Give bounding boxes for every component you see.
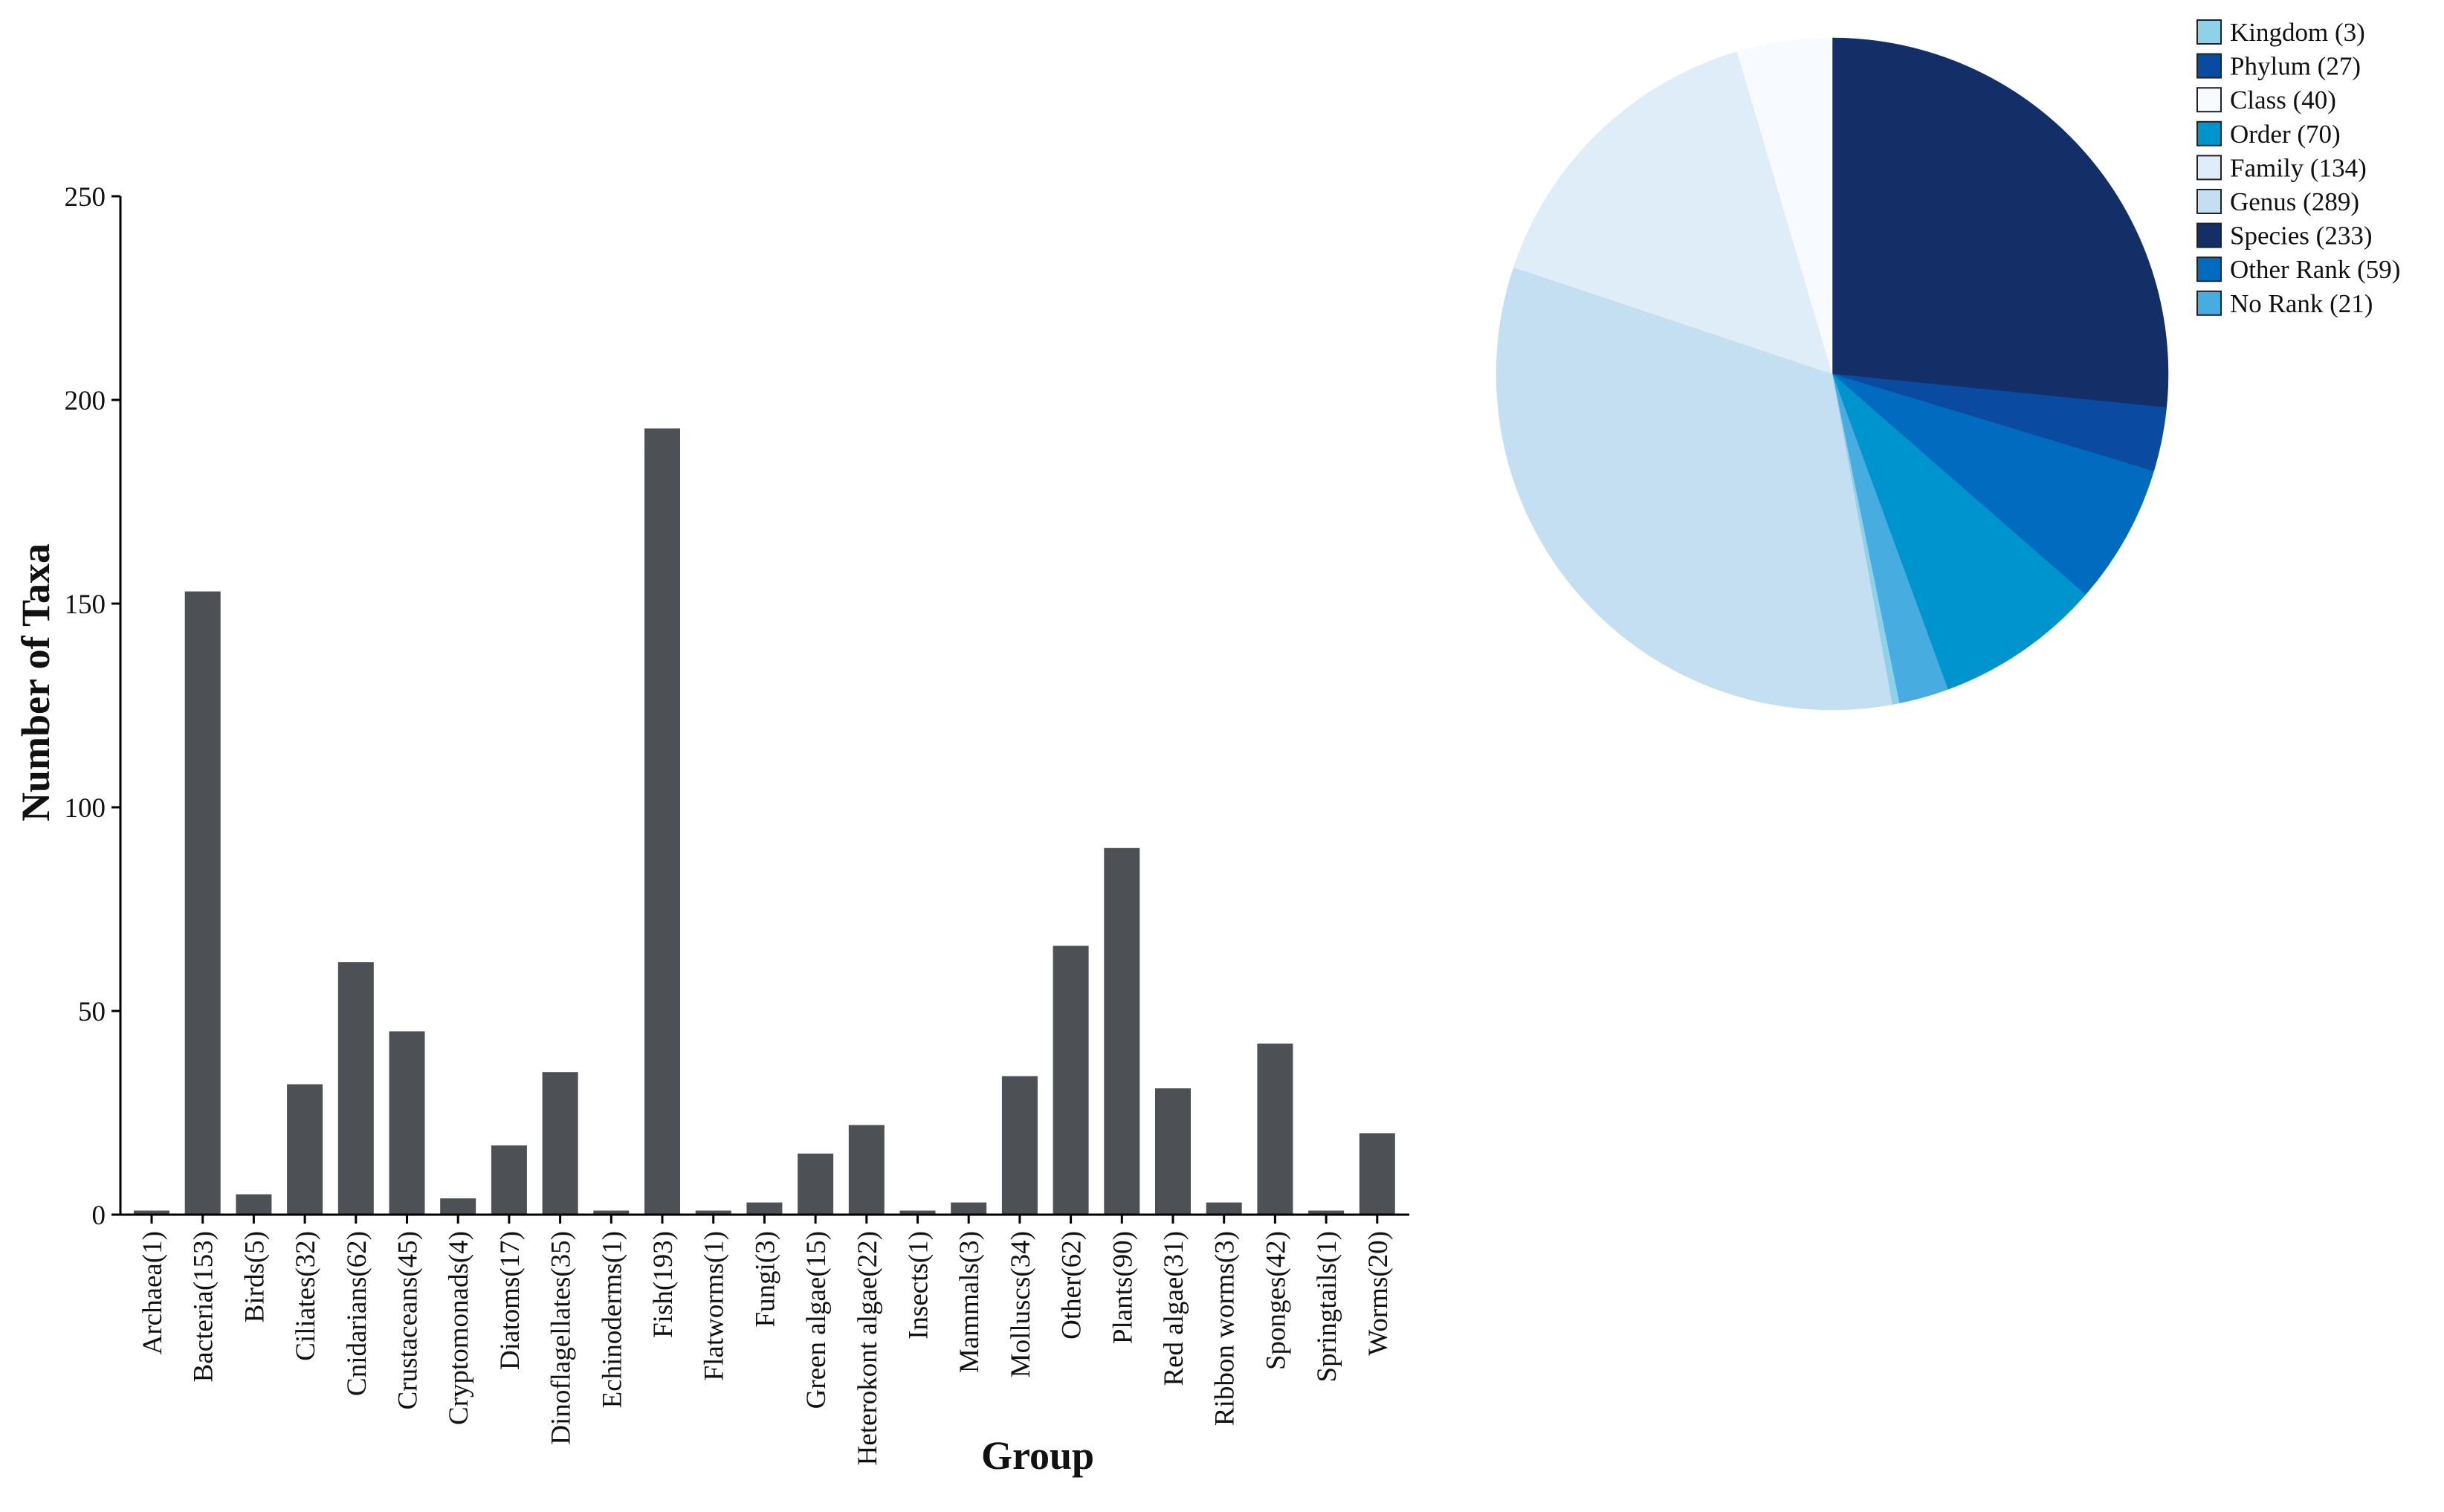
pie-legend: Kingdom (3) Phylum (27) Class (40) Order (7…	[2196, 18, 2400, 318]
x-category-label: Crustaceans(45)	[393, 1231, 424, 1409]
y-tick-label: 50	[78, 997, 106, 1027]
legend-item: Species (233)	[2196, 222, 2372, 251]
bar	[899, 1210, 936, 1215]
x-category-label: Other(62)	[1057, 1231, 1087, 1340]
legend-item: Order (70)	[2196, 120, 2341, 149]
legend-swatch	[2196, 222, 2222, 248]
legend-swatch	[2196, 53, 2222, 79]
x-category-label: Birds(5)	[239, 1231, 270, 1322]
pie-slice	[1832, 373, 2086, 690]
legend-label: Species (233)	[2230, 222, 2372, 251]
bar	[1053, 946, 1089, 1215]
legend-label: Phylum (27)	[2230, 52, 2361, 81]
legend-swatch	[2196, 87, 2222, 113]
x-category-label: Worms(20)	[1363, 1231, 1394, 1356]
x-category-label: Archaea(1)	[138, 1231, 168, 1354]
x-category-label: Plants(90)	[1108, 1231, 1138, 1344]
y-axis-title: Number of Taxa	[13, 543, 58, 821]
y-tick-label: 0	[92, 1201, 106, 1231]
legend-label: No Rank (21)	[2230, 289, 2373, 318]
bar	[287, 1084, 323, 1215]
x-category-label: Cryptomonads(4)	[444, 1231, 474, 1425]
legend-item: Other Rank (59)	[2196, 255, 2400, 284]
bar	[1104, 847, 1140, 1215]
bar	[337, 962, 374, 1215]
y-tick-label: 200	[65, 386, 106, 416]
x-category-label: Cnidarians(62)	[342, 1231, 372, 1396]
bar	[440, 1198, 476, 1215]
y-tick-label: 100	[65, 793, 106, 824]
x-category-label: Diatoms(17)	[495, 1231, 526, 1370]
x-category-label: Echinoderms(1)	[597, 1231, 627, 1408]
bar	[1308, 1210, 1345, 1215]
bar	[184, 591, 221, 1215]
pie-slice	[1832, 37, 2169, 408]
bar	[593, 1210, 630, 1215]
bar	[1155, 1088, 1191, 1215]
legend-label: Other Rank (59)	[2230, 255, 2400, 284]
bar	[695, 1210, 731, 1215]
bar	[1257, 1043, 1293, 1215]
x-category-label: Mammals(3)	[954, 1231, 985, 1373]
x-category-label: Insects(1)	[904, 1231, 934, 1340]
x-category-label: Red algae(31)	[1159, 1231, 1189, 1386]
legend-item: Phylum (27)	[2196, 52, 2361, 81]
bar-series	[134, 428, 1395, 1215]
bar	[1359, 1133, 1395, 1215]
pie-slice	[1496, 267, 1892, 711]
legend-label: Kingdom (3)	[2230, 18, 2365, 47]
x-axis-category-labels: Archaea(1) Bacteria(153) Birds(5) Ciliates(…	[138, 1215, 1394, 1465]
x-category-label: Heterokont algae(22)	[853, 1231, 883, 1465]
bar	[389, 1031, 425, 1215]
legend-swatch	[2196, 189, 2222, 214]
bar	[236, 1194, 272, 1215]
legend-swatch	[2196, 19, 2222, 45]
bar	[951, 1202, 987, 1215]
bar-chart: 0 50 100 150 200 250 Archaea(1) Bacteria(153) B…	[13, 182, 1409, 1478]
legend-item: Class (40)	[2196, 85, 2336, 114]
x-category-label: Green algae(15)	[801, 1231, 832, 1409]
x-category-label: Flatworms(1)	[699, 1231, 730, 1380]
bar	[1001, 1076, 1038, 1215]
bar	[644, 428, 680, 1215]
x-category-label: Bacteria(153)	[189, 1231, 219, 1382]
pie-slices	[1496, 37, 2169, 711]
x-category-label: Springtails(1)	[1312, 1231, 1342, 1382]
legend-item: Family (134)	[2196, 153, 2367, 182]
legend-label: Family (134)	[2230, 153, 2367, 182]
pie-chart: Kingdom (3) Phylum (27) Class (40) Order (7…	[1496, 18, 2400, 711]
bar	[798, 1153, 834, 1215]
x-category-label: Molluscs(34)	[1006, 1231, 1036, 1377]
bar	[491, 1145, 527, 1215]
legend-item: Genus (289)	[2196, 187, 2359, 216]
pie-slice	[1736, 37, 1833, 375]
x-category-label: Dinoflagellates(35)	[546, 1231, 577, 1445]
bar	[134, 1210, 169, 1215]
pie-slice	[1513, 51, 1833, 375]
legend-swatch	[2196, 290, 2222, 316]
legend-label: Genus (289)	[2230, 187, 2359, 216]
legend-swatch	[2196, 120, 2222, 146]
legend-item: No Rank (21)	[2196, 289, 2373, 318]
bar	[746, 1202, 783, 1215]
x-category-label: Fish(193)	[648, 1231, 679, 1338]
pie-slice	[1832, 373, 2154, 595]
x-category-label: Ciliates(32)	[291, 1231, 321, 1361]
legend-item: Kingdom (3)	[2196, 18, 2365, 47]
bar	[542, 1072, 578, 1215]
x-category-label: Ribbon worms(3)	[1210, 1231, 1241, 1426]
x-category-label: Sponges(42)	[1261, 1231, 1291, 1370]
legend-swatch	[2196, 256, 2222, 282]
bar	[848, 1125, 885, 1215]
x-axis-title: Group	[981, 1433, 1094, 1478]
bar	[1206, 1202, 1242, 1215]
x-category-label: Fungi(3)	[750, 1231, 780, 1328]
y-tick-label: 150	[65, 589, 106, 620]
legend-label: Order (70)	[2230, 120, 2341, 149]
legend-swatch	[2196, 155, 2222, 181]
y-tick-label: 250	[65, 182, 106, 213]
y-axis-ticks: 0 50 100 150 200 250	[65, 182, 120, 1231]
legend-label: Class (40)	[2230, 85, 2336, 114]
